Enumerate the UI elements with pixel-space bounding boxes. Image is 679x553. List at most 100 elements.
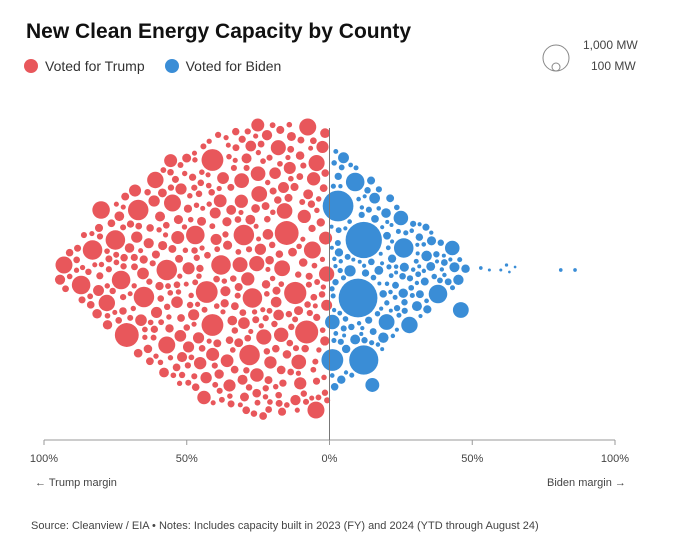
biden-county-filler-133 <box>332 256 337 262</box>
biden-county-filler-91 <box>367 176 376 185</box>
trump-county-13 <box>156 259 178 281</box>
trump-county-filler-315 <box>238 135 246 143</box>
trump-county-filler-53 <box>213 194 227 208</box>
trump-county-filler-376 <box>266 154 273 161</box>
trump-county-filler-88 <box>206 347 220 361</box>
trump-county-filler-77 <box>273 327 289 343</box>
trump-county-filler-80 <box>131 231 143 243</box>
biden-county-filler-15 <box>449 262 460 273</box>
trump-county-filler-139 <box>283 161 296 174</box>
trump-county-21 <box>114 323 139 347</box>
trump-county-filler-344 <box>234 292 241 299</box>
biden-county-filler-31 <box>422 223 430 231</box>
trump-county-filler-366 <box>138 248 144 254</box>
trump-county-filler-115 <box>232 257 248 273</box>
trump-county-filler-20 <box>159 367 169 378</box>
trump-county-filler-11 <box>137 267 149 280</box>
trump-county-filler-141 <box>206 138 212 144</box>
trump-county-16 <box>98 294 116 312</box>
trump-county-filler-231 <box>301 344 309 353</box>
trump-county-filler-263 <box>260 307 266 313</box>
trump-county-filler-288 <box>208 189 215 196</box>
trump-county-filler-375 <box>315 196 322 202</box>
trump-county-filler-302 <box>192 157 198 163</box>
trump-county-filler-94 <box>277 160 283 167</box>
biden-county-filler-63 <box>442 272 447 278</box>
trump-county-filler-378 <box>120 204 126 210</box>
trump-county-filler-168 <box>242 406 251 415</box>
trump-county-22 <box>201 314 224 336</box>
trump-county-filler-150 <box>175 254 184 263</box>
trump-county-filler-174 <box>294 407 300 413</box>
biden-county-filler-132 <box>349 372 355 378</box>
trump-county-filler-356 <box>104 312 111 319</box>
trump-county-filler-280 <box>225 142 231 148</box>
biden-county-filler-98 <box>378 251 383 256</box>
biden-county-filler-32 <box>332 278 339 286</box>
trump-county-filler-184 <box>185 379 192 386</box>
trump-county-10 <box>274 221 299 245</box>
trump-county-filler-101 <box>182 153 192 163</box>
biden-county-filler-11 <box>338 152 349 164</box>
trump-county-filler-74 <box>291 354 307 370</box>
trump-county-filler-147 <box>177 314 185 322</box>
trump-county-filler-175 <box>192 332 205 344</box>
trump-county-filler-29 <box>102 320 113 330</box>
trump-county-filler-61 <box>306 309 313 317</box>
biden-county-filler-49 <box>415 290 424 299</box>
x-tick-label-2: 0% <box>322 453 338 465</box>
trump-county-filler-138 <box>150 306 163 319</box>
trump-county-filler-239 <box>230 275 237 282</box>
trump-county-filler-367 <box>167 290 174 296</box>
trump-county-filler-255 <box>295 271 302 278</box>
biden-county-filler-117 <box>418 313 423 319</box>
biden-county-filler-73 <box>411 301 422 312</box>
size-legend-small-label: 100 MW <box>591 59 636 73</box>
trump-county-filler-72 <box>171 296 183 308</box>
trump-county-filler-36 <box>155 211 166 222</box>
trump-county-filler-295 <box>243 164 250 172</box>
biden-county-filler-127 <box>388 308 393 313</box>
biden-county-filler-126 <box>374 310 381 317</box>
trump-county-filler-205 <box>282 350 292 359</box>
biden-county-filler-53 <box>374 265 384 275</box>
trump-county-filler-301 <box>300 162 307 169</box>
trump-county-filler-300 <box>274 196 282 204</box>
trump-county-filler-84 <box>265 255 274 265</box>
trump-county-filler-198 <box>142 326 148 333</box>
trump-county-filler-106 <box>167 168 174 176</box>
trump-county-filler-323 <box>269 122 276 129</box>
trump-county-filler-355 <box>177 161 184 168</box>
trump-county-filler-70 <box>265 406 273 413</box>
trump-county-filler-41 <box>319 184 328 192</box>
trump-county-filler-248 <box>107 219 116 228</box>
biden-county-filler-82 <box>409 292 415 298</box>
trump-county-filler-104 <box>269 187 277 195</box>
trump-county-filler-76 <box>320 336 330 346</box>
trump-county-filler-176 <box>288 247 297 257</box>
trump-county-filler-170 <box>292 345 300 352</box>
trump-county-5 <box>55 256 73 274</box>
trump-county-filler-159 <box>223 134 229 141</box>
trump-county-filler-209 <box>232 157 238 163</box>
biden-county-5 <box>393 238 414 258</box>
trump-county-17 <box>133 286 155 308</box>
biden-county-filler-90 <box>359 205 365 210</box>
trump-county-filler-330 <box>229 347 236 353</box>
trump-county-filler-155 <box>171 175 179 183</box>
trump-county-filler-250 <box>279 379 287 387</box>
trump-county-filler-87 <box>193 356 207 370</box>
trump-county-filler-162 <box>178 371 186 379</box>
biden-county-19 <box>499 268 503 272</box>
trump-county-filler-212 <box>126 220 135 228</box>
trump-county-filler-152 <box>310 137 317 145</box>
trump-county-filler-273 <box>263 348 271 355</box>
trump-county-filler-47 <box>312 377 321 385</box>
trump-county-filler-244 <box>191 383 200 391</box>
biden-county-filler-115 <box>338 259 343 264</box>
biden-county-filler-5 <box>426 262 436 271</box>
trump-county-filler-314 <box>234 216 242 223</box>
biden-county-filler-60 <box>334 172 342 181</box>
trump-county-filler-0 <box>135 314 147 326</box>
trump-county-filler-285 <box>109 287 116 295</box>
